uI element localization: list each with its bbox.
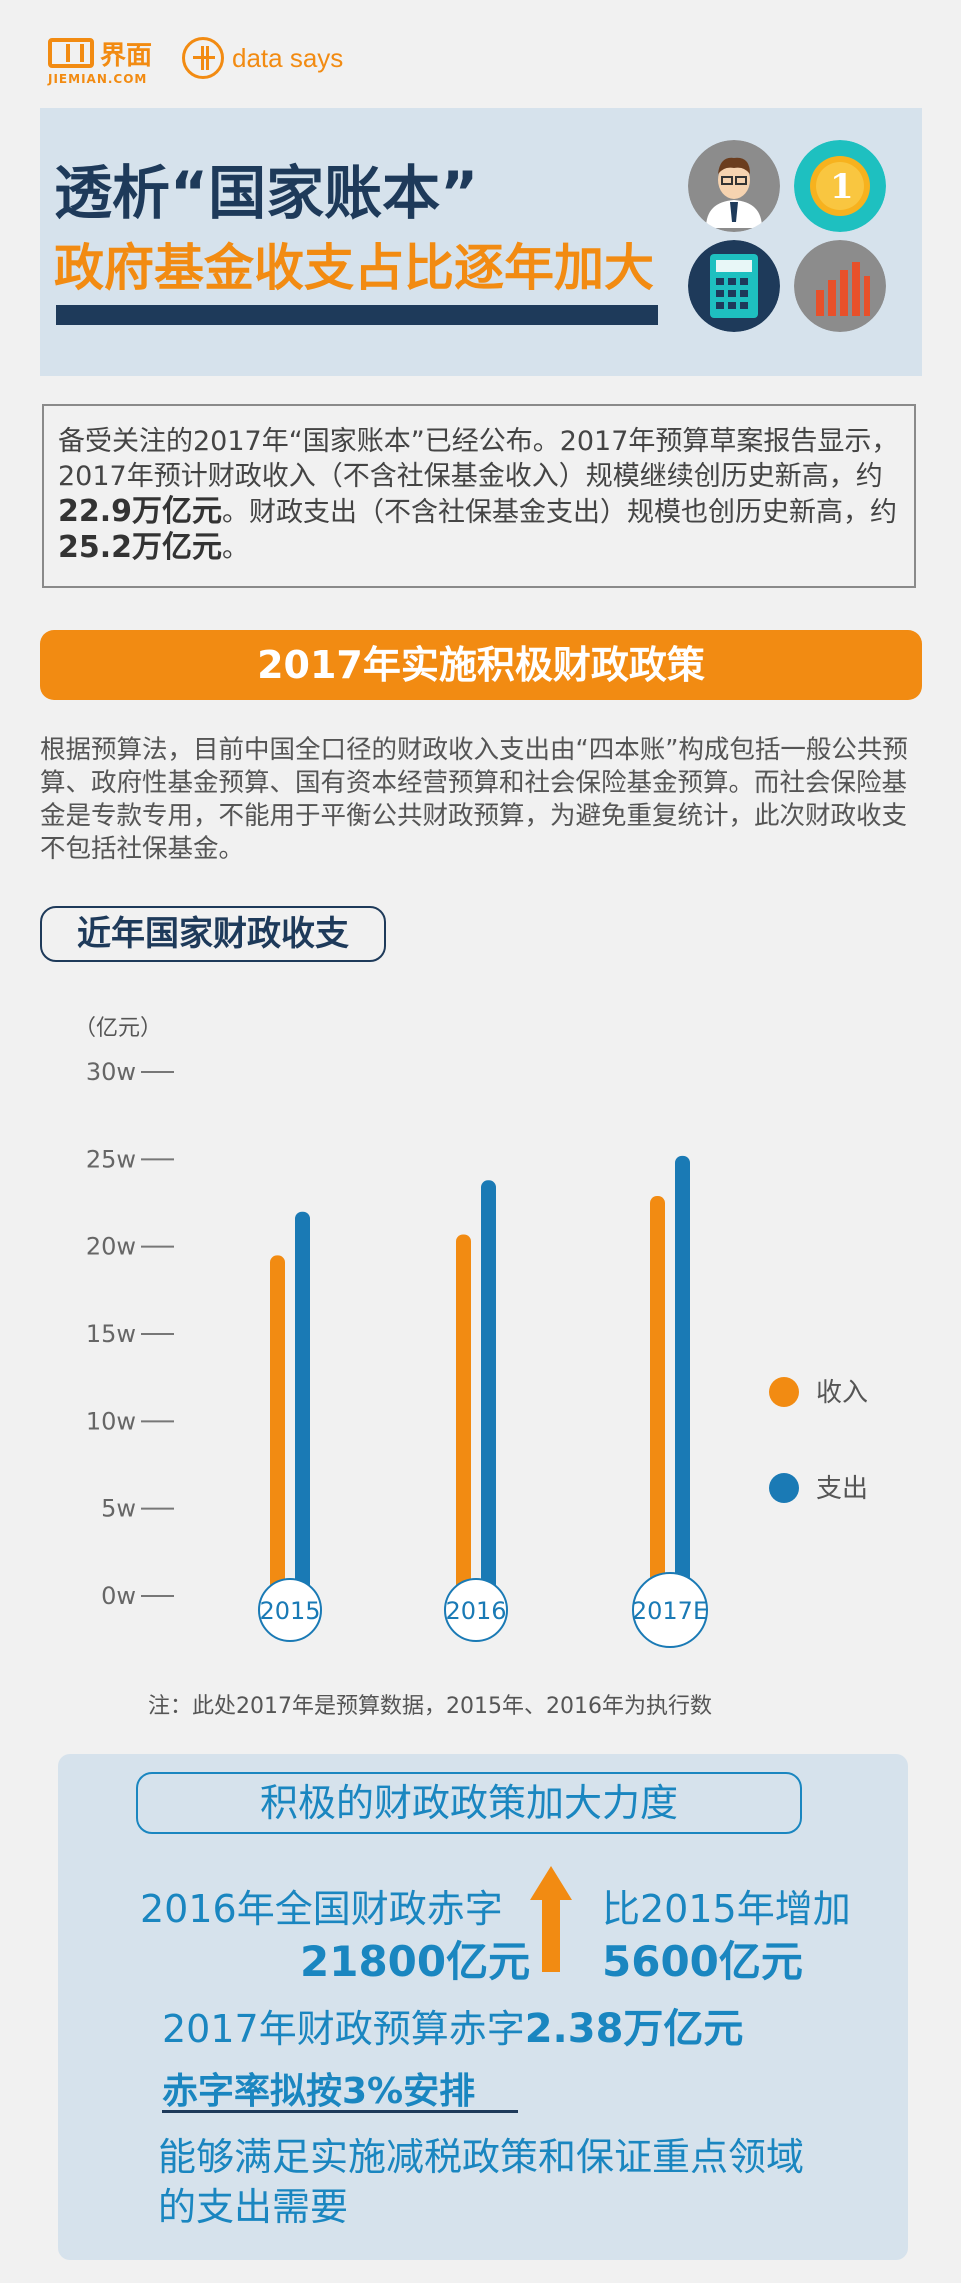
x-tick-label: 2016	[445, 1597, 506, 1625]
four-accounts-paragraph: 根据预算法，目前中国全口径的财政收入支出由“四本账”构成包括一般公共预算、政府性…	[40, 735, 908, 864]
budget-deficit-label: 2017年财政预算赤字	[162, 2007, 525, 2051]
bar-收入-2016	[456, 1234, 471, 1596]
y-tick-label: 20w	[86, 1233, 136, 1261]
data-says-icon	[182, 37, 224, 79]
page-title: 透析“国家账本”	[54, 159, 479, 227]
bar-支出-2015	[295, 1211, 310, 1596]
deficit-rate: 赤字率拟按3%安排	[162, 2071, 476, 2112]
title-block	[40, 108, 922, 376]
deficit-rate-underline	[162, 2110, 518, 2113]
conclusion: 能够满足实施减税政策和保证重点领域 的支出需要	[158, 2132, 804, 2232]
panel-title: 积极的财政政策加大力度	[136, 1772, 802, 1834]
intro-text-2: 。财政支出（不含社保基金支出）规模也创历史新高，约	[222, 497, 898, 528]
bar-收入-2017E	[650, 1196, 665, 1596]
calculator-icon	[688, 240, 780, 332]
bar-支出-2016	[481, 1180, 496, 1596]
data-says-logo: data says	[182, 36, 343, 80]
policy-banner: 2017年实施积极财政政策	[40, 630, 922, 700]
y-tick-label: 25w	[86, 1145, 136, 1173]
intro-expense-value: 25.2万亿元	[58, 530, 223, 565]
legend-marker-收入	[769, 1377, 799, 1407]
logo-cn-text: 界面	[100, 40, 153, 71]
budget-deficit-value: 2.38万亿元	[524, 2006, 744, 2052]
y-tick-label: 30w	[86, 1058, 136, 1086]
legend-label: 支出	[816, 1474, 868, 1504]
intro-text-1: 备受关注的2017年“国家账本”已经公布。2017年预算草案报告显示，2017年…	[58, 426, 899, 492]
increase-label: 比2015年增加	[602, 1887, 851, 1931]
x-tick-label: 2015	[259, 1597, 320, 1625]
deficit-label: 2016年全国财政赤字	[140, 1887, 503, 1931]
y-tick-label: 0w	[101, 1582, 136, 1610]
coin-icon: 1	[794, 140, 886, 232]
businessman-icon	[688, 140, 780, 232]
y-tick-label: 10w	[86, 1407, 136, 1435]
x-tick-label: 2017E	[632, 1597, 708, 1625]
y-tick-label: 15w	[86, 1320, 136, 1348]
jiemian-logo: 界面 JIEMIAN.COM	[48, 36, 168, 88]
logo-en-text: JIEMIAN.COM	[48, 72, 148, 86]
chart-note: 注：此处2017年是预算数据，2015年、2016年为执行数	[148, 1694, 712, 1719]
title-divider	[56, 305, 658, 325]
arrow-up-icon	[530, 1866, 572, 1972]
intro-text-3: 。	[222, 533, 250, 564]
budget-deficit: 2017年财政预算赤字2.38万亿元	[162, 1996, 743, 2054]
page-subtitle: 政府基金收支占比逐年加大	[54, 239, 654, 297]
intro-box: 备受关注的2017年“国家账本”已经公布。2017年预算草案报告显示，2017年…	[42, 404, 916, 588]
intro-revenue-value: 22.9万亿元	[58, 494, 223, 529]
deficit-value: 21800亿元	[300, 1937, 531, 1986]
increase-value: 5600亿元	[602, 1937, 803, 1986]
conclusion-line-1: 能够满足实施减税政策和保证重点领域	[158, 2135, 805, 2179]
policy-panel	[58, 1754, 908, 2260]
bar-支出-2017E	[675, 1155, 690, 1596]
bar-chart-icon	[794, 240, 886, 332]
x-label-circle	[258, 1578, 322, 1642]
svg-text:1: 1	[830, 167, 854, 207]
x-label-circle	[444, 1578, 508, 1642]
legend-label: 收入	[816, 1378, 868, 1408]
x-label-circle	[632, 1572, 708, 1648]
y-axis-label: （亿元）	[74, 1016, 162, 1041]
bar-收入-2015	[270, 1255, 285, 1596]
conclusion-line-2: 的支出需要	[158, 2185, 349, 2229]
fiscal-bar-chart: （亿元） 30w 25w 20w 15w 10w 5w 0w 2015 2016 2017E 收入支出	[74, 1016, 868, 1648]
legend-marker-支出	[769, 1473, 799, 1503]
section-title: 近年国家财政收支	[40, 906, 386, 962]
data-says-text: data says	[232, 42, 344, 73]
jiemian-logo-icon	[48, 38, 94, 68]
y-tick-label: 5w	[101, 1495, 136, 1523]
